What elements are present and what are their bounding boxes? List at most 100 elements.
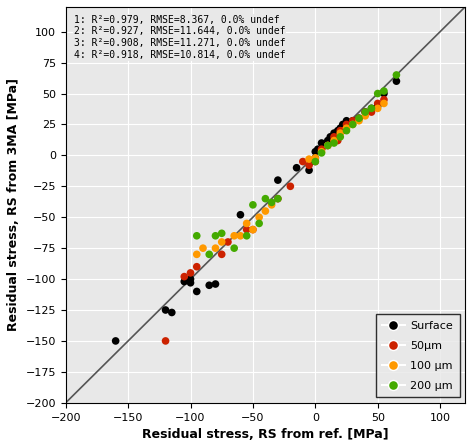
- Point: [312, 148, 319, 155]
- Point: [268, 201, 275, 208]
- Point: [255, 214, 263, 221]
- Point: [368, 105, 375, 112]
- Point: [205, 282, 213, 289]
- Point: [212, 232, 219, 239]
- Point: [318, 148, 325, 155]
- Point: [330, 137, 338, 144]
- Point: [343, 125, 350, 132]
- Point: [274, 195, 282, 202]
- Point: [218, 251, 226, 258]
- Point: [193, 288, 201, 295]
- Point: [299, 158, 307, 165]
- Point: [380, 96, 388, 103]
- Point: [312, 154, 319, 161]
- Point: [180, 273, 188, 280]
- Point: [236, 232, 244, 239]
- Point: [362, 108, 369, 116]
- X-axis label: Residual stress, RS from ref. [MPa]: Residual stress, RS from ref. [MPa]: [142, 428, 389, 441]
- Point: [274, 195, 282, 202]
- Point: [249, 226, 257, 233]
- Point: [212, 245, 219, 252]
- Point: [324, 142, 331, 149]
- Point: [349, 117, 356, 125]
- Point: [193, 251, 201, 258]
- Point: [330, 139, 338, 146]
- Point: [261, 207, 269, 215]
- Point: [205, 251, 213, 258]
- Point: [314, 146, 321, 153]
- Point: [312, 154, 319, 161]
- Point: [330, 133, 338, 140]
- Point: [393, 78, 400, 85]
- Point: [255, 220, 263, 227]
- Point: [393, 71, 400, 78]
- Point: [349, 121, 356, 128]
- Point: [334, 137, 342, 144]
- Point: [199, 245, 207, 252]
- Point: [374, 90, 381, 97]
- Point: [374, 105, 381, 112]
- Point: [305, 167, 313, 174]
- Point: [374, 100, 381, 107]
- Point: [362, 108, 369, 116]
- Point: [362, 112, 369, 119]
- Point: [368, 105, 375, 112]
- Point: [337, 127, 344, 134]
- Point: [162, 337, 169, 345]
- Point: [243, 226, 251, 233]
- Point: [305, 155, 313, 163]
- Point: [334, 127, 342, 134]
- Point: [355, 115, 363, 122]
- Point: [261, 195, 269, 202]
- Point: [112, 337, 119, 345]
- Point: [218, 230, 226, 237]
- Point: [187, 269, 194, 276]
- Point: [162, 306, 169, 314]
- Text: 1: R²=0.979, RMSE=8.367, 0.0% undef
2: R²=0.927, RMSE=11.644, 0.0% undef
3: R²=0: 1: R²=0.979, RMSE=8.367, 0.0% undef 2: R…: [74, 15, 285, 60]
- Point: [343, 127, 350, 134]
- Point: [318, 139, 325, 146]
- Point: [380, 90, 388, 97]
- Point: [374, 102, 381, 109]
- Y-axis label: Residual stress, RS from 3MA [MPa]: Residual stress, RS from 3MA [MPa]: [7, 78, 20, 332]
- Point: [343, 121, 350, 128]
- Point: [339, 127, 346, 134]
- Point: [187, 276, 194, 283]
- Point: [249, 226, 257, 233]
- Point: [305, 162, 313, 169]
- Point: [187, 279, 194, 286]
- Point: [380, 100, 388, 107]
- Point: [380, 87, 388, 95]
- Point: [343, 117, 350, 125]
- Point: [293, 164, 300, 171]
- Point: [287, 183, 294, 190]
- Point: [324, 142, 331, 149]
- Point: [330, 129, 338, 137]
- Point: [324, 142, 331, 149]
- Point: [193, 232, 201, 239]
- Point: [368, 108, 375, 116]
- Point: [339, 121, 346, 128]
- Point: [230, 245, 238, 252]
- Point: [224, 238, 232, 246]
- Point: [327, 133, 334, 140]
- Point: [168, 309, 176, 316]
- Point: [212, 280, 219, 288]
- Point: [218, 238, 226, 246]
- Point: [355, 115, 363, 122]
- Point: [243, 220, 251, 227]
- Point: [243, 232, 251, 239]
- Point: [355, 115, 363, 122]
- Point: [349, 117, 356, 125]
- Point: [337, 133, 344, 140]
- Point: [324, 137, 331, 144]
- Point: [249, 201, 257, 208]
- Point: [193, 263, 201, 270]
- Point: [318, 149, 325, 156]
- Point: [355, 117, 363, 125]
- Point: [349, 121, 356, 128]
- Point: [318, 146, 325, 153]
- Point: [312, 158, 319, 165]
- Point: [312, 158, 319, 165]
- Point: [337, 129, 344, 137]
